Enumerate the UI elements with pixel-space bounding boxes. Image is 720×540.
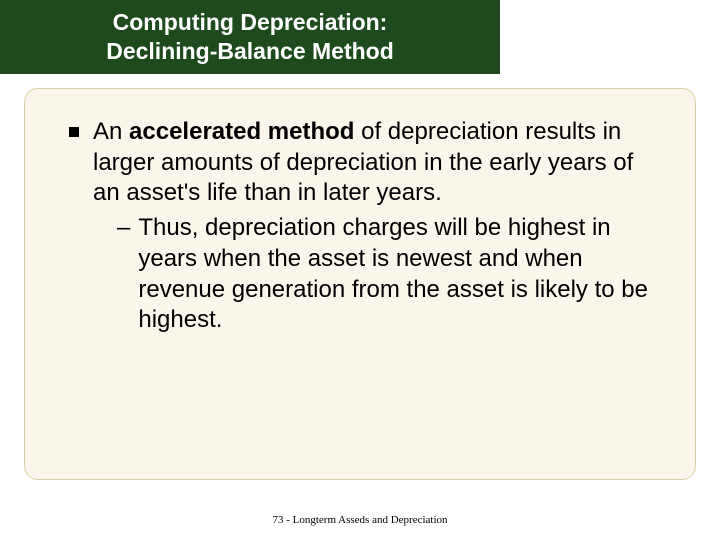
sub-text: Thus, depreciation charges will be highe… [138,213,651,336]
slide-footer: 73 - Longterm Asseds and Depreciation [0,514,720,526]
bullet-text: An accelerated method of depreciation re… [93,117,651,336]
sub-item: – Thus, depreciation charges will be hig… [117,213,651,336]
content-card: An accelerated method of depreciation re… [24,88,696,480]
bullet-pre: An [93,118,129,145]
title-line-2: Declining-Balance Method [106,37,394,66]
title-line-1: Computing Depreciation: [113,8,388,37]
bullet-bold: accelerated method [129,118,354,145]
title-bar: Computing Depreciation: Declining-Balanc… [0,0,500,74]
bullet-item: An accelerated method of depreciation re… [69,117,651,336]
bullet-square-icon [69,127,79,137]
slide: Computing Depreciation: Declining-Balanc… [0,0,720,540]
dash-icon: – [117,213,130,244]
